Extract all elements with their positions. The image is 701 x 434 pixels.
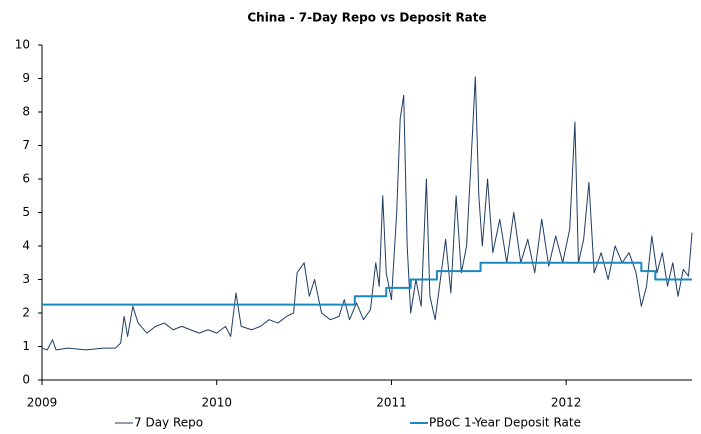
y-tick-label: 3 (22, 272, 30, 286)
y-tick-label: 4 (22, 239, 30, 253)
chart-title: China - 7-Day Repo vs Deposit Rate (247, 11, 486, 25)
y-tick-label: 1 (22, 339, 30, 353)
y-tick-label: 7 (22, 138, 30, 152)
legend-label: 7 Day Repo (134, 416, 203, 430)
y-tick-label: 0 (22, 373, 30, 387)
x-tick-label: 2012 (551, 396, 582, 410)
y-tick-label: 8 (22, 105, 30, 119)
series-line (41, 76, 693, 351)
x-tick-label: 2009 (27, 396, 58, 410)
x-tick-label: 2010 (201, 396, 232, 410)
y-tick-label: 6 (22, 172, 30, 186)
y-tick-label: 5 (22, 205, 30, 219)
y-tick-label: 9 (22, 71, 30, 85)
legend-label: PBoC 1-Year Deposit Rate (429, 416, 581, 430)
y-tick-label: 10 (15, 38, 30, 52)
series-line (42, 261, 692, 306)
x-tick-label: 2011 (376, 396, 407, 410)
y-tick-label: 2 (22, 306, 30, 320)
